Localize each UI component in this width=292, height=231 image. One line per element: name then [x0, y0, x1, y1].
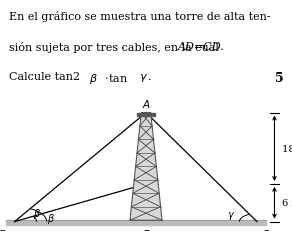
Text: $D$: $D$ — [0, 227, 8, 231]
Text: $E$: $E$ — [142, 227, 150, 231]
Text: Calcule tan2: Calcule tan2 — [9, 72, 80, 82]
Text: $A$: $A$ — [142, 97, 150, 109]
Text: 6 m: 6 m — [282, 198, 292, 207]
Text: $\beta$: $\beta$ — [33, 206, 41, 220]
Text: $\beta$: $\beta$ — [89, 72, 98, 86]
Text: sión sujeta por tres cables, en la cual: sión sujeta por tres cables, en la cual — [9, 42, 222, 52]
Text: En el gráfico se muestra una torre de alta ten-: En el gráfico se muestra una torre de al… — [9, 11, 270, 22]
Text: 5: 5 — [274, 72, 283, 85]
Text: $\gamma$: $\gamma$ — [227, 209, 235, 221]
Text: $\gamma$: $\gamma$ — [139, 72, 148, 84]
Text: $\cdot$tan: $\cdot$tan — [101, 72, 128, 84]
Polygon shape — [130, 113, 162, 220]
Text: AD=CD.: AD=CD. — [178, 42, 224, 52]
Text: $\beta$: $\beta$ — [47, 211, 55, 225]
Text: $C$: $C$ — [261, 227, 270, 231]
Text: 18 m: 18 m — [282, 144, 292, 153]
Text: .: . — [148, 72, 151, 82]
